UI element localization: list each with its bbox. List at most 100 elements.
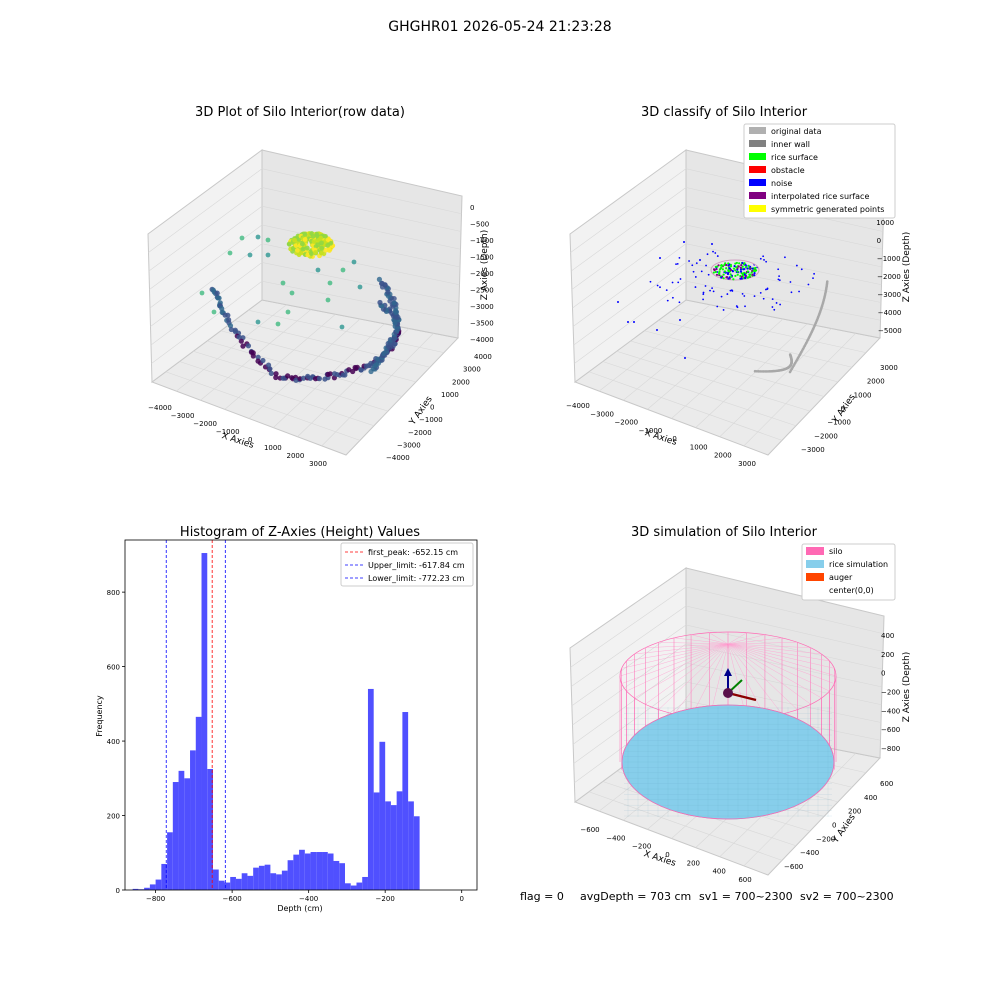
panel2-noise-point <box>731 290 734 292</box>
panel2-y-tick: −2000 <box>814 432 838 440</box>
panel2-surface-point <box>748 275 751 278</box>
panel4-grid-line <box>573 681 882 764</box>
panel2-noise-point <box>709 289 711 292</box>
panel1-y-tick: −4000 <box>386 454 410 462</box>
panel2-noise-point <box>777 278 780 281</box>
panel2-surface-point <box>728 267 731 270</box>
panel2-legend-swatch <box>749 140 766 147</box>
panel1-wall-point <box>273 374 279 381</box>
panel2-noise-point <box>656 284 659 287</box>
histogram-bar <box>385 801 391 890</box>
histogram-plot-area: −800 −600 −400 −200 0 0 200 400 600 800 <box>107 539 478 903</box>
panel2-noise-point <box>679 319 681 321</box>
histogram-xtick-label: −800 <box>146 895 165 903</box>
panel4-z-tick: −800 <box>881 745 900 753</box>
panel2-original-point <box>825 280 829 283</box>
panel1-scatter-point <box>280 280 286 286</box>
panel2-noise-point <box>705 264 707 267</box>
panel2-noise-point <box>716 271 719 273</box>
panel2-noise-point <box>691 264 694 267</box>
panel4-zlabel: Z Axies (Depth) <box>902 652 912 723</box>
panel2-grid-line <box>743 333 856 447</box>
panel2-noise-point <box>784 256 786 259</box>
panel1-scatter-point <box>340 267 346 273</box>
panel2-z-tick: −3000 <box>877 291 901 299</box>
silo-roof-line <box>634 643 729 699</box>
silo-roof-line <box>690 643 729 718</box>
panel1-grid-line <box>149 205 461 290</box>
panel1-scatter-point <box>239 235 245 241</box>
panel2-noise-point <box>771 298 774 301</box>
panel2-noise-point <box>759 291 762 294</box>
panel4-y-tick: 600 <box>880 780 893 788</box>
panel1-wall-point <box>260 357 266 364</box>
panel4-legend-label: silo <box>829 547 843 556</box>
panel2-noise-point <box>688 260 690 262</box>
panel1-x-tick: 1000 <box>264 444 282 452</box>
panel1-scatter-point <box>211 309 217 315</box>
panel2-noise-point <box>679 278 682 280</box>
histogram-bar <box>247 875 254 890</box>
panel2-grid-line <box>574 280 881 364</box>
panel2-z-tick: −2000 <box>877 273 901 281</box>
panel2-surface-point <box>754 269 758 272</box>
panel1-scatter-point <box>325 297 331 303</box>
histogram-bar <box>333 860 340 890</box>
panel1-tick-labels: −4000−3000−2000−10000100020003000−4000−3… <box>148 204 494 468</box>
histogram-bar <box>195 716 202 890</box>
panel2-noise-point <box>700 270 703 273</box>
panel2-surface-point <box>720 276 723 279</box>
silo-bottom-rim <box>621 704 835 820</box>
panel2-z-tick: 1000 <box>876 219 894 227</box>
panel4-z-tick: −200 <box>881 689 900 697</box>
histogram-bar <box>390 805 397 890</box>
panel4-legend-swatch <box>806 573 824 581</box>
raw-data-3d-panel: 3D Plot of Silo Interior(row data) −4000… <box>147 105 494 468</box>
panel2-noise-point <box>813 272 816 275</box>
panel2-legend-label: interpolated rice surface <box>771 192 869 201</box>
panel2-x-tick: −3000 <box>590 410 614 418</box>
panel4-legend-label: auger <box>829 573 853 582</box>
panel2-noise-point <box>677 281 680 284</box>
auger-axis-z-head <box>724 668 732 676</box>
histogram-bar <box>224 882 231 890</box>
panel1-surface-point <box>292 237 298 243</box>
panel1-y-tick: −2000 <box>408 429 432 437</box>
panel2-noise-point <box>683 241 685 243</box>
panel1-z-tick: −4000 <box>470 336 494 344</box>
panel1-z-tick: −1500 <box>470 254 494 262</box>
panel1-surface-point <box>294 248 300 253</box>
panel2-x-tick: 1000 <box>690 443 708 451</box>
sv1-text: sv1 = 700~2300 <box>699 890 793 903</box>
panel1-scatter-point <box>285 309 291 315</box>
panel1-surface-point <box>305 252 311 258</box>
panel1-y-tick: −1000 <box>419 416 443 424</box>
panel2-noise-point <box>789 281 792 283</box>
panel4-y-tick: −200 <box>816 835 835 843</box>
panel2-noise-point <box>671 281 674 284</box>
panel2-noise-point <box>676 262 679 265</box>
panel2-noise-point <box>735 305 738 307</box>
histogram-legend-label: Lower_limit: -772.23 cm <box>368 574 465 583</box>
panel2-noise-point <box>778 275 780 278</box>
panel2-noise-point <box>716 305 719 308</box>
panel1-x-tick: 0 <box>248 436 252 444</box>
panel2-noise-point <box>706 253 709 256</box>
histogram-bar <box>190 750 196 890</box>
silo-roof-line <box>727 643 822 655</box>
panel1-wall-point <box>240 343 246 349</box>
panel4-x-tick: 200 <box>687 859 700 867</box>
panel1-surface-point <box>302 237 308 242</box>
panel2-grid-line <box>573 262 882 346</box>
panel2-surface-point <box>749 267 752 270</box>
panel2-noise-point <box>743 295 746 297</box>
panel2-surface-point <box>727 262 730 265</box>
panel2-surface-point <box>714 270 717 274</box>
panel2-noise-point <box>617 301 619 303</box>
histogram-bar <box>287 860 294 890</box>
panel4-tick-labels: −600−400−2000200400600−600−400−200020040… <box>580 632 900 884</box>
panel2-y-tick: 3000 <box>880 364 898 372</box>
panel1-scatter-point <box>327 280 333 286</box>
panel1-surface-point <box>304 245 310 251</box>
panel2-surface-point <box>741 261 744 265</box>
